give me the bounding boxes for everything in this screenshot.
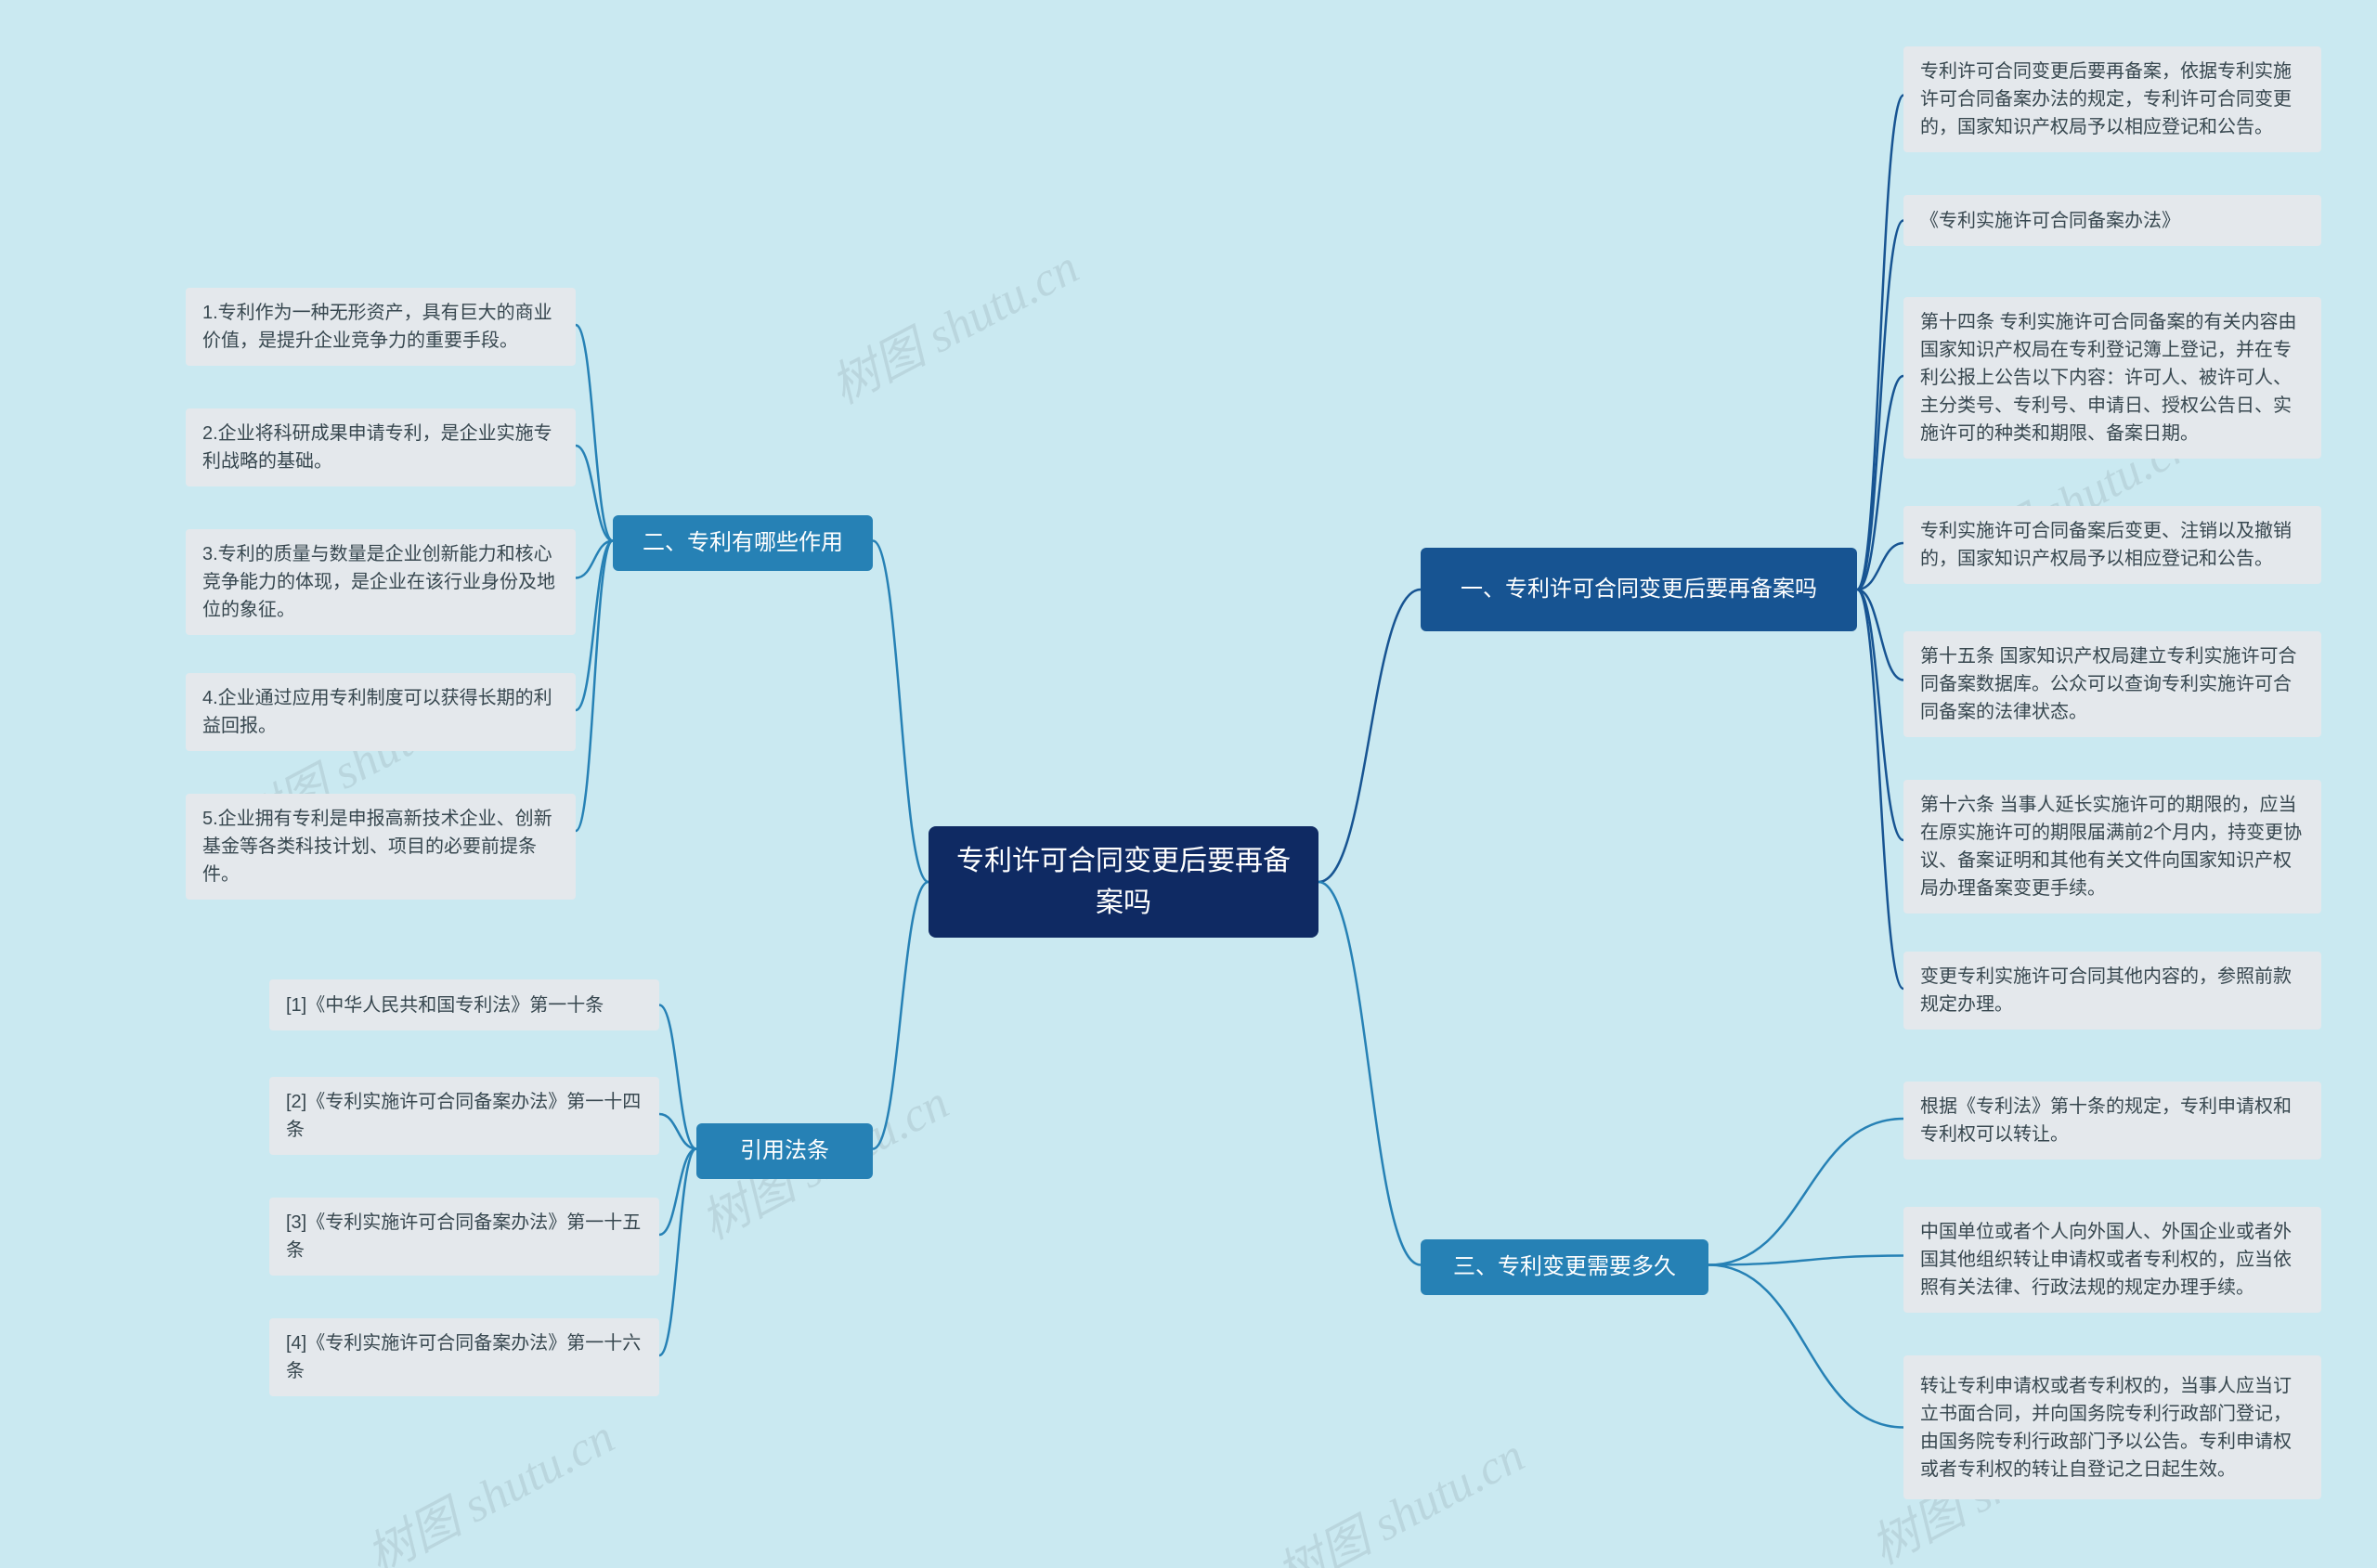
leaf-b1c3[interactable]: 第十四条 专利实施许可合同备案的有关内容由国家知识产权局在专利登记簿上登记，并在… bbox=[1903, 297, 2321, 459]
leaf-b1c1[interactable]: 专利许可合同变更后要再备案，依据专利实施许可合同备案办法的规定，专利许可合同变更… bbox=[1903, 46, 2321, 152]
leaf-b3c1[interactable]: 根据《专利法》第十条的规定，专利申请权和专利权可以转让。 bbox=[1903, 1082, 2321, 1160]
leaf-b2c3[interactable]: 3.专利的质量与数量是企业创新能力和核心竞争能力的体现，是企业在该行业身份及地位… bbox=[186, 529, 576, 635]
leaf-b1c2[interactable]: 《专利实施许可合同备案办法》 bbox=[1903, 195, 2321, 246]
leaf-b2c2[interactable]: 2.企业将科研成果申请专利，是企业实施专利战略的基础。 bbox=[186, 408, 576, 486]
connector bbox=[576, 541, 613, 711]
leaf-b2c4[interactable]: 4.企业通过应用专利制度可以获得长期的利益回报。 bbox=[186, 673, 576, 751]
mindmap-canvas: 树图 shutu.cn树图 shutu.cn树图 shutu.cn树图 shut… bbox=[0, 0, 2377, 1568]
branch-b4[interactable]: 引用法条 bbox=[696, 1123, 873, 1179]
leaf-b4c3[interactable]: [3]《专利实施许可合同备案办法》第一十五条 bbox=[269, 1198, 659, 1276]
connector bbox=[659, 1005, 696, 1149]
leaf-b3c2[interactable]: 中国单位或者个人向外国人、外国企业或者外国其他组织转让申请权或者专利权的，应当依… bbox=[1903, 1207, 2321, 1313]
connector bbox=[1318, 882, 1421, 1265]
connector bbox=[576, 446, 613, 541]
connector bbox=[659, 1149, 696, 1356]
connector bbox=[576, 541, 613, 832]
leaf-b2c5[interactable]: 5.企业拥有专利是申报高新技术企业、创新基金等各类科技计划、项目的必要前提条件。 bbox=[186, 794, 576, 900]
leaf-b1c5[interactable]: 第十五条 国家知识产权局建立专利实施许可合同备案数据库。公众可以查询专利实施许可… bbox=[1903, 631, 2321, 737]
connector bbox=[1708, 1256, 1903, 1265]
connector bbox=[1857, 221, 1903, 590]
connector bbox=[1857, 376, 1903, 590]
connector bbox=[576, 541, 613, 578]
watermark: 树图 shutu.cn bbox=[1262, 1417, 1534, 1568]
leaf-b4c2[interactable]: [2]《专利实施许可合同备案办法》第一十四条 bbox=[269, 1077, 659, 1155]
root-node[interactable]: 专利许可合同变更后要再备案吗 bbox=[929, 826, 1318, 938]
connector bbox=[1857, 96, 1903, 590]
branch-b3[interactable]: 三、专利变更需要多久 bbox=[1421, 1239, 1708, 1295]
leaf-b1c7[interactable]: 变更专利实施许可合同其他内容的，参照前款规定办理。 bbox=[1903, 952, 2321, 1030]
connector bbox=[1708, 1119, 1903, 1265]
leaf-b3c3[interactable]: 转让专利申请权或者专利权的，当事人应当订立书面合同，并向国务院专利行政部门登记，… bbox=[1903, 1355, 2321, 1499]
connector bbox=[1857, 590, 1903, 989]
branch-b1[interactable]: 一、专利许可合同变更后要再备案吗 bbox=[1421, 548, 1857, 631]
leaf-b1c4[interactable]: 专利实施许可合同备案后变更、注销以及撤销的，国家知识产权局予以相应登记和公告。 bbox=[1903, 506, 2321, 584]
connector bbox=[1857, 590, 1903, 680]
leaf-b1c6[interactable]: 第十六条 当事人延长实施许可的期限的，应当在原实施许可的期限届满前2个月内，持变… bbox=[1903, 780, 2321, 914]
connector bbox=[1318, 590, 1421, 882]
leaf-b2c1[interactable]: 1.专利作为一种无形资产，具有巨大的商业价值，是提升企业竞争力的重要手段。 bbox=[186, 288, 576, 366]
leaf-b4c1[interactable]: [1]《中华人民共和国专利法》第一十条 bbox=[269, 979, 659, 1030]
connector bbox=[873, 541, 929, 883]
watermark: 树图 shutu.cn bbox=[816, 228, 1088, 417]
branch-b2[interactable]: 二、专利有哪些作用 bbox=[613, 515, 873, 571]
connector bbox=[873, 882, 929, 1149]
connector bbox=[659, 1114, 696, 1149]
connector bbox=[1708, 1265, 1903, 1428]
leaf-b4c4[interactable]: [4]《专利实施许可合同备案办法》第一十六条 bbox=[269, 1318, 659, 1396]
connector bbox=[576, 325, 613, 541]
connector bbox=[659, 1149, 696, 1236]
watermark: 树图 shutu.cn bbox=[352, 1398, 624, 1568]
connector bbox=[1857, 543, 1903, 590]
connector bbox=[1857, 590, 1903, 840]
